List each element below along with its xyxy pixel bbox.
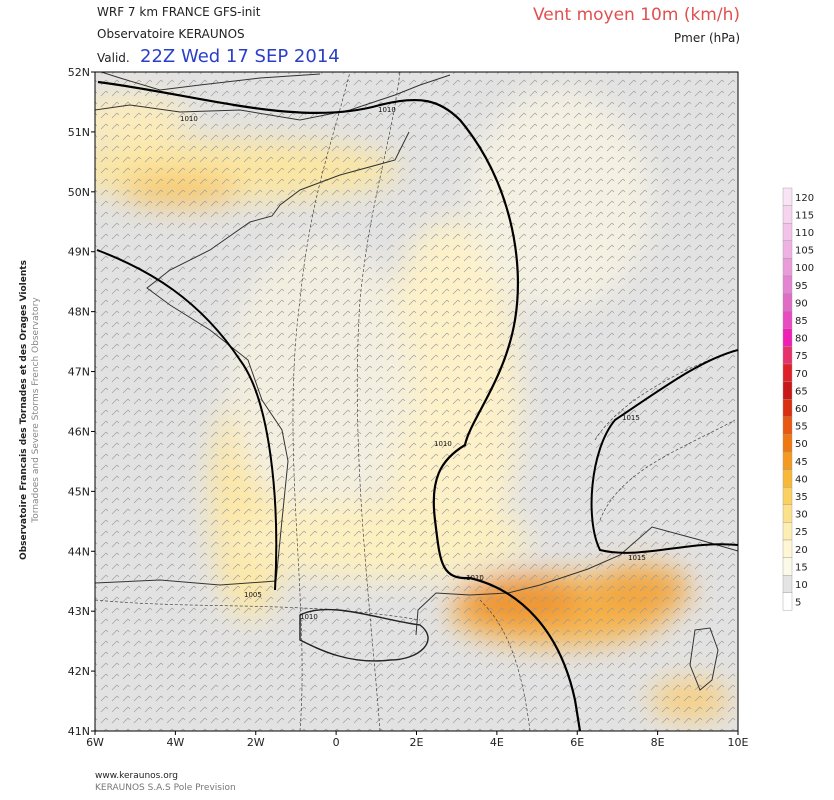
colorbar-cell (782, 187, 793, 206)
colorbar-label: 105 (795, 246, 814, 257)
model-title: WRF 7 km FRANCE GFS-init (97, 5, 261, 19)
colorbar-cell (782, 434, 793, 453)
isobar-1015 (590, 349, 738, 554)
colorbar-cell (782, 222, 793, 241)
colorbar-label: 65 (795, 386, 808, 397)
side-text: Observatoire Francais des Tornades et de… (19, 260, 29, 560)
colorbar-label: 120 (795, 193, 814, 204)
colorbar-cell (782, 293, 793, 312)
isobar-label: 1015 (622, 414, 640, 422)
lon-label: 6W (86, 736, 104, 749)
valid-time: 22Z Wed 17 SEP 2014 (140, 46, 340, 67)
lat-label: 51N (68, 126, 90, 139)
lon-label: 4E (490, 736, 504, 749)
colorbar-cell (782, 381, 793, 400)
isobar-1010-west (96, 249, 278, 591)
colorbar-label: 95 (795, 281, 808, 292)
colorbar-cell (782, 557, 793, 576)
colorbar-cell (782, 258, 793, 277)
source: Observatoire KERAUNOS (97, 27, 245, 41)
colorbar-cell (782, 469, 793, 488)
colorbar-cell (782, 575, 793, 594)
colorbar-cell (782, 504, 793, 523)
colorbar-cell (782, 328, 793, 347)
colorbar-label: 60 (795, 404, 808, 415)
pressure-title: Pmer (hPa) (674, 31, 740, 45)
colorbar-label: 55 (795, 422, 808, 433)
colorbar-label: 90 (795, 298, 808, 309)
colorbar-label: 35 (795, 492, 808, 503)
isobar-label: 1005 (244, 591, 262, 599)
footer-url: www.keraunos.org (95, 771, 178, 781)
isobar-label: 1010 (434, 440, 452, 448)
map: 1010 1010 1010 1010 1005 1010 1015 1015 (95, 72, 738, 731)
colorbar: 1201151101051009590858075706560555045403… (782, 187, 814, 611)
side-text-en: Tornadoes and Severe Storms French Obser… (31, 297, 41, 524)
coastlines (95, 72, 738, 691)
pyrenees-isobars (299, 608, 429, 662)
lon-label: 8E (651, 736, 665, 749)
lon-label: 0 (333, 736, 340, 749)
colorbar-label: 15 (795, 562, 808, 573)
colorbar-cell (782, 487, 793, 506)
lat-label: 45N (68, 485, 90, 498)
lat-label: 47N (68, 366, 90, 379)
colorbar-label: 115 (795, 210, 814, 221)
lat-label: 49N (68, 246, 90, 259)
colorbar-cell (782, 240, 793, 259)
colorbar-label: 10 (795, 580, 808, 591)
colorbar-label: 100 (795, 263, 814, 274)
lat-label: 41N (68, 725, 90, 738)
isobar-label: 1010 (466, 574, 484, 582)
colorbar-label: 110 (795, 228, 814, 239)
isobar-label: 1010 (300, 613, 318, 621)
lat-label: 42N (68, 665, 90, 678)
field-title: Vent moyen 10m (km/h) (533, 5, 740, 25)
colorbar-label: 30 (795, 510, 808, 521)
colorbar-label: 50 (795, 439, 808, 450)
lon-label: 2E (410, 736, 424, 749)
lon-label: 10E (728, 736, 749, 749)
lat-label: 46N (68, 425, 90, 438)
lat-label: 48N (68, 306, 90, 319)
lon-label: 4W (166, 736, 184, 749)
colorbar-label: 45 (795, 457, 808, 468)
colorbar-label: 20 (795, 545, 808, 556)
colorbar-cell (782, 539, 793, 558)
colorbar-label: 25 (795, 527, 808, 538)
colorbar-label: 70 (795, 369, 808, 380)
colorbar-cell (782, 416, 793, 435)
colorbar-cell (782, 275, 793, 294)
colorbar-cell (782, 346, 793, 365)
colorbar-label: 40 (795, 474, 808, 485)
isobar-label: 1015 (628, 554, 646, 562)
lon-label: 2W (247, 736, 265, 749)
lat-label: 50N (68, 186, 90, 199)
colorbar-cell (782, 522, 793, 541)
colorbar-label: 5 (795, 598, 801, 609)
colorbar-cell (782, 311, 793, 330)
colorbar-label: 80 (795, 334, 808, 345)
colorbar-cell (782, 451, 793, 470)
colorbar-label: 75 (795, 351, 808, 362)
lat-label: 52N (68, 66, 90, 79)
lon-label: 6E (570, 736, 584, 749)
axes: 6W 4W 2W 0 2E 4E 6E 8E 10E 52N 51N 50N 49N 48N 47N 46N 4… (68, 66, 749, 749)
wind-barbs (95, 72, 738, 731)
colorbar-cell (782, 205, 793, 224)
colorbar-cell (782, 363, 793, 382)
footer-company: KERAUNOS S.A.S Pole Prevision (95, 783, 236, 793)
lat-label: 44N (68, 545, 90, 558)
colorbar-cell (782, 592, 793, 611)
colorbar-label: 85 (795, 316, 808, 327)
isobar-label: 1010 (378, 106, 396, 114)
isobar-label: 1010 (180, 115, 198, 123)
colorbar-cell (782, 399, 793, 418)
valid-prefix: Valid. (97, 51, 130, 65)
lat-label: 43N (68, 605, 90, 618)
isobar-1010 (97, 80, 582, 731)
